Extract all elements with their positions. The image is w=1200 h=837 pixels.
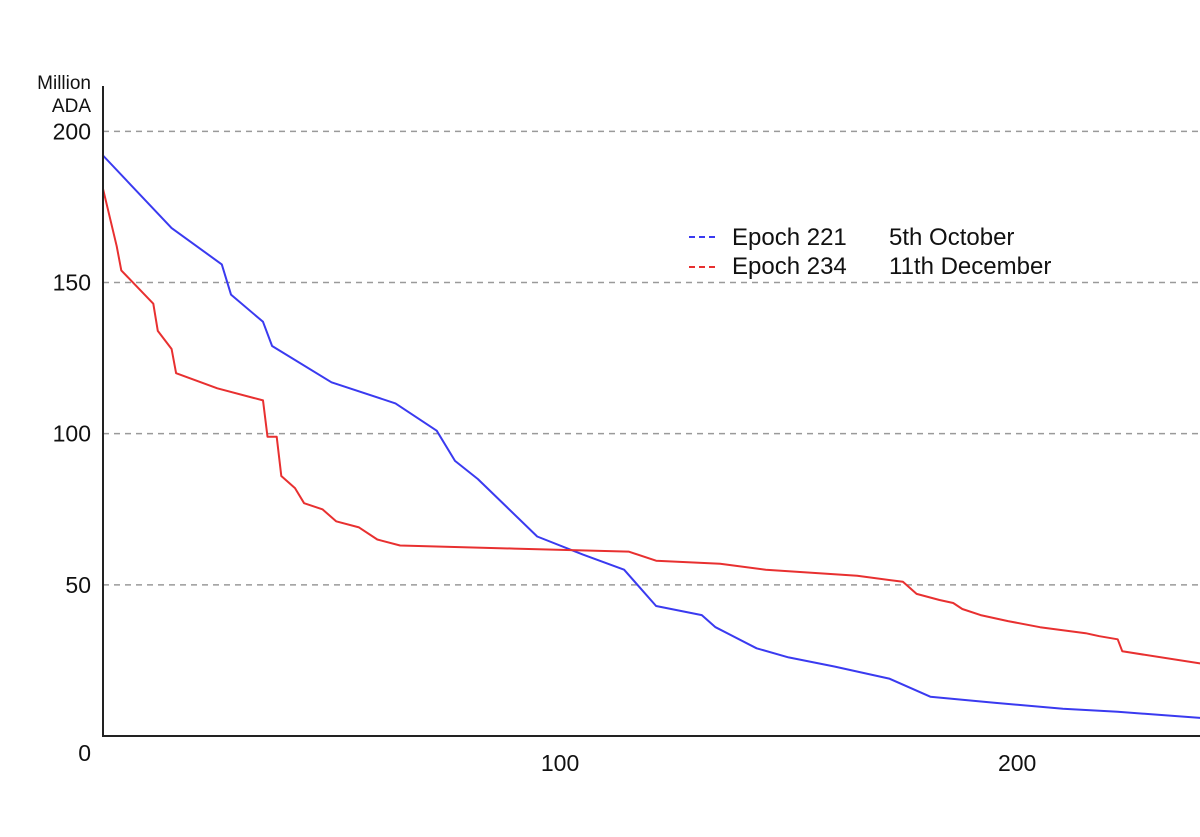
y-tick-label-0: 0 (78, 740, 91, 766)
legend-item-epoch-234: Epoch 234 11th December (689, 253, 1051, 280)
series-line-epoch-221 (102, 154, 1200, 719)
legend-item-epoch-221: Epoch 221 5th October (689, 224, 1014, 251)
y-tick-label-100: 100 (53, 421, 91, 447)
legend-date-epoch-234: 11th December (889, 253, 1051, 280)
legend-label-epoch-234: Epoch 234 (732, 253, 847, 280)
y-tick-label-50: 50 (65, 572, 91, 598)
y-unit-label-line-2: ADA (52, 96, 91, 117)
legend-date-epoch-221: 5th October (889, 224, 1014, 251)
legend-label-epoch-221: Epoch 221 (732, 224, 847, 251)
x-tick-label-100: 100 (541, 750, 579, 776)
tick-labels: 0 50 100 150 200 100 200 (53, 118, 1037, 776)
x-tick-label-200: 200 (998, 750, 1036, 776)
y-unit-label-line-1: Million (37, 73, 91, 94)
gridlines (103, 130, 1200, 586)
series-line-epoch-234 (102, 187, 1200, 665)
legend: Epoch 221 5th October Epoch 234 11th Dec… (689, 224, 1051, 280)
y-unit-label: Million ADA (37, 73, 91, 117)
series-lines (102, 154, 1200, 719)
axes (102, 86, 1200, 737)
y-tick-label-200: 200 (53, 118, 91, 144)
y-tick-label-150: 150 (53, 270, 91, 296)
